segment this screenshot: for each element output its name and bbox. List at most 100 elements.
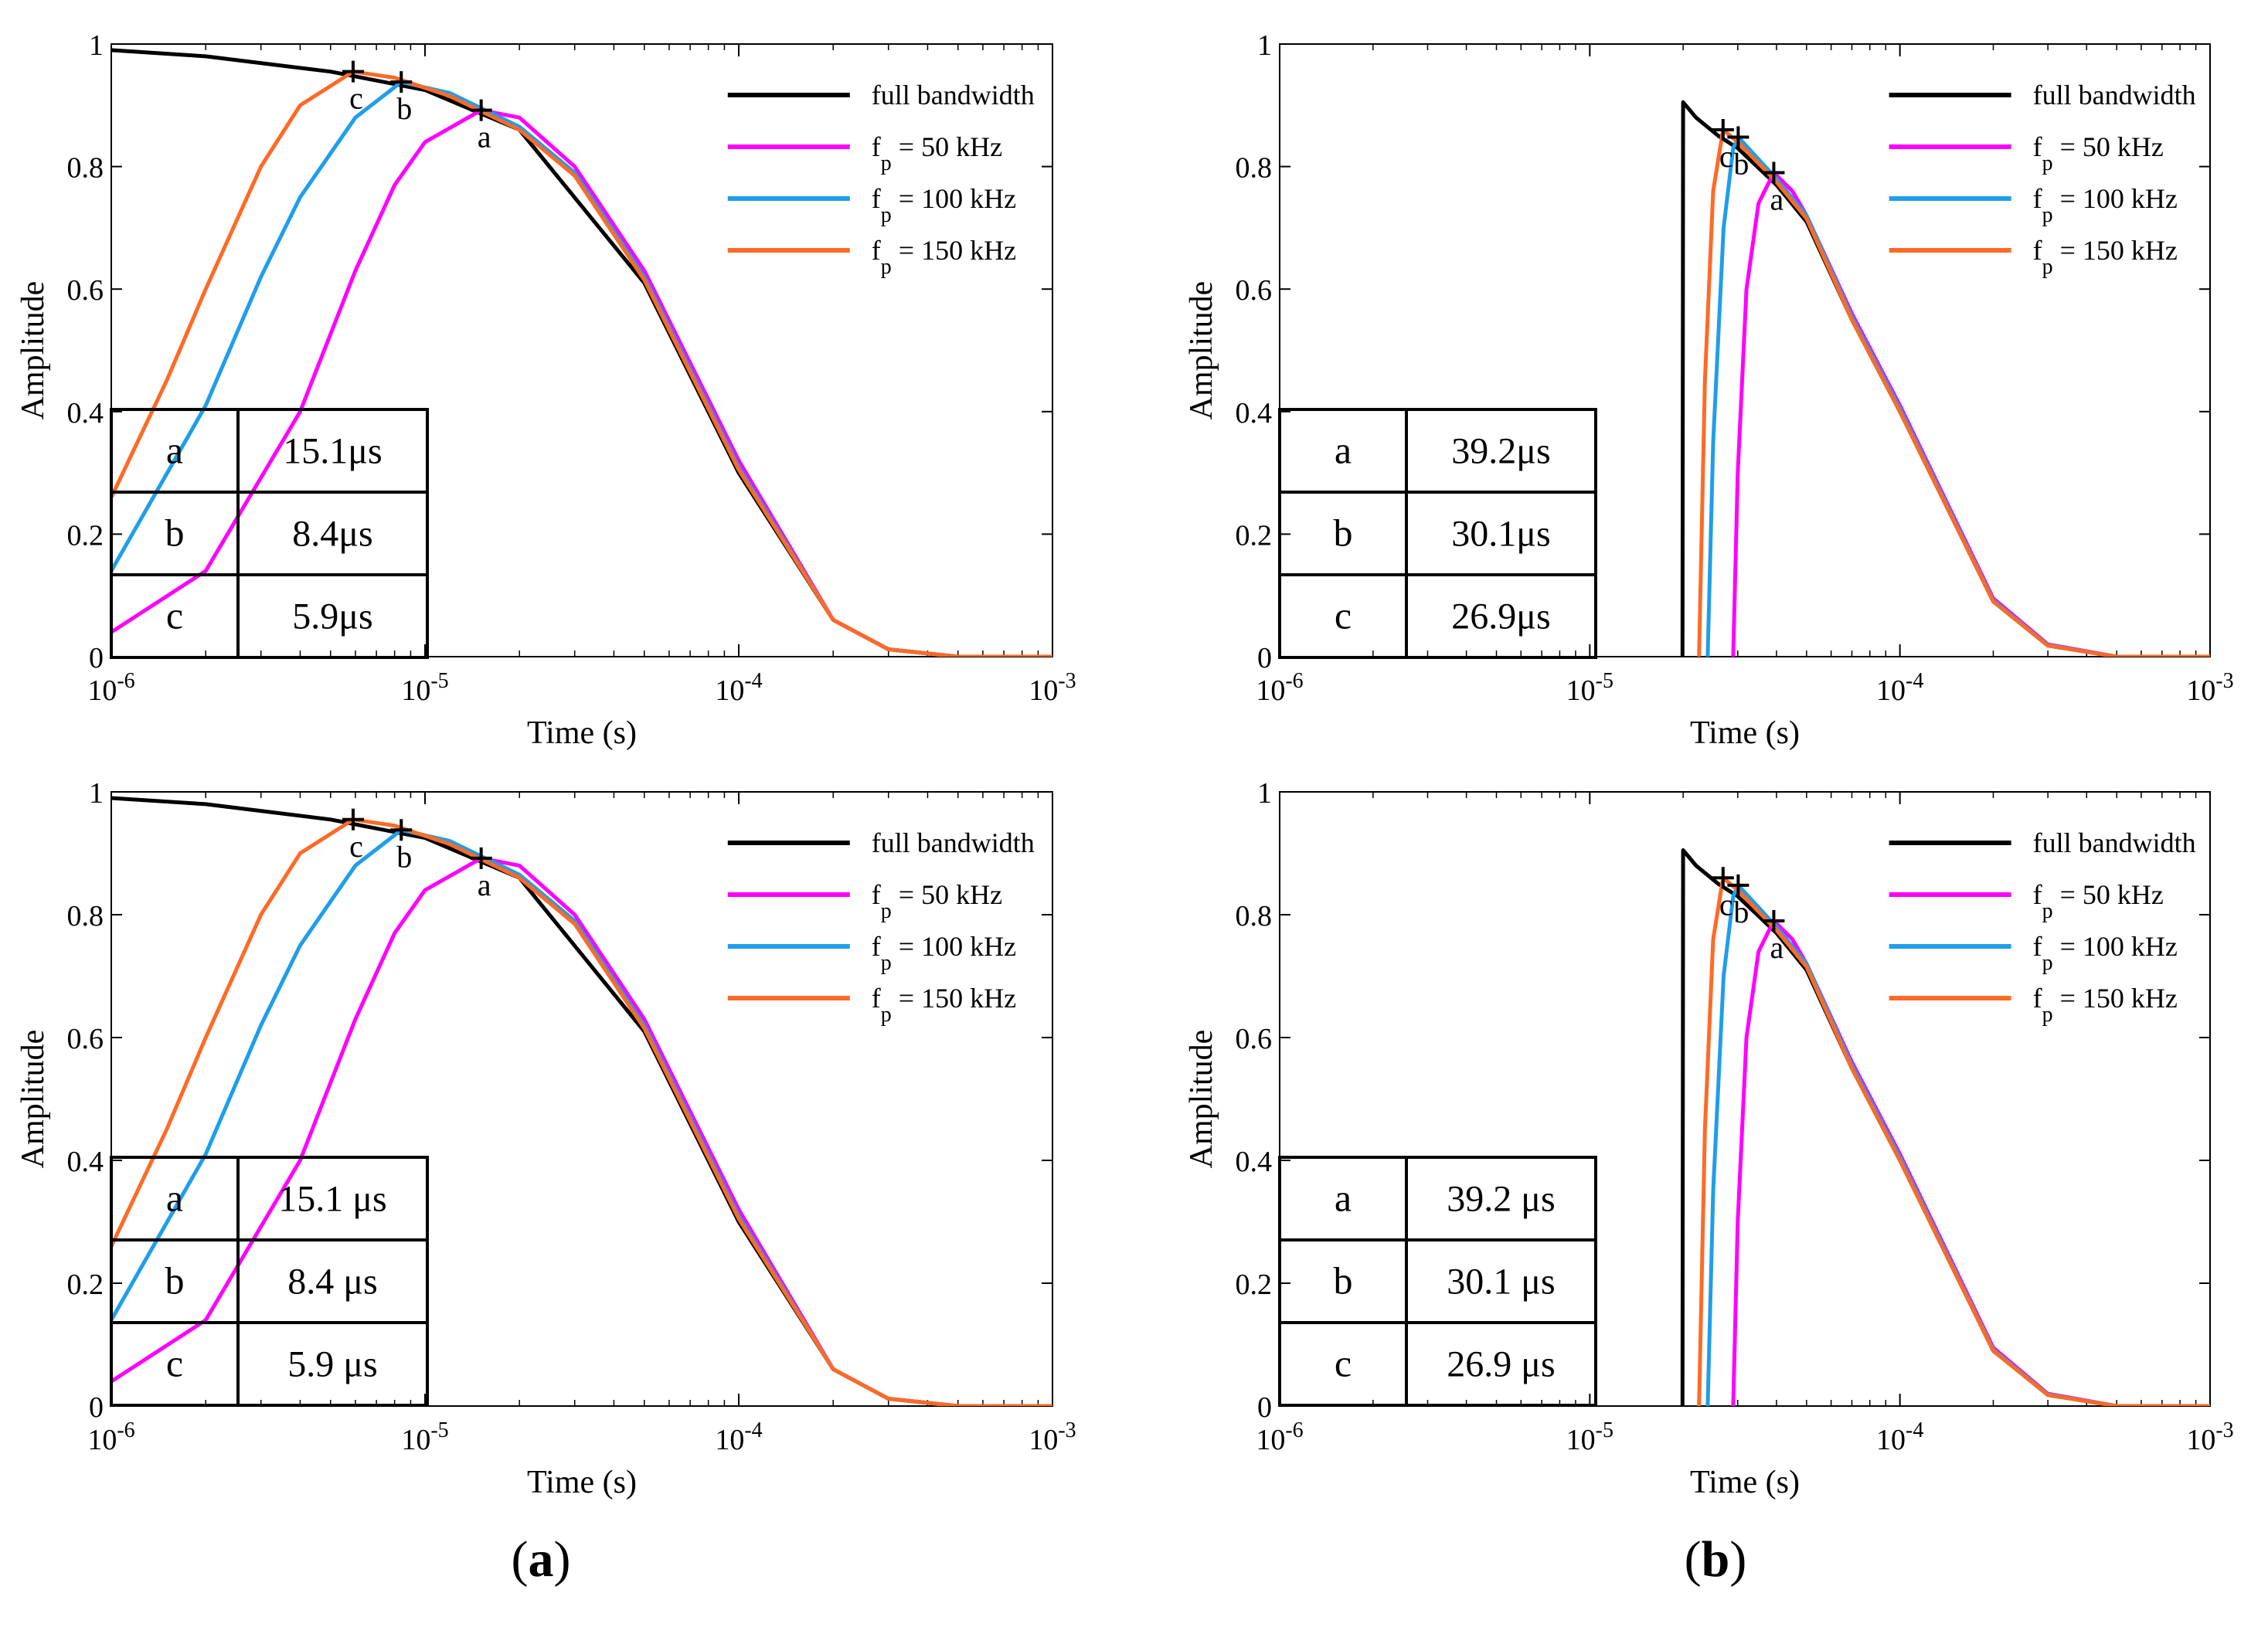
x-tick-label: 10-6 xyxy=(87,1418,134,1456)
peak-marker-label: c xyxy=(1719,887,1733,922)
x-tick-exponent: -3 xyxy=(1058,1418,1076,1442)
table-value-cell: 30.1 μs xyxy=(1447,1262,1555,1303)
peak-marker-b xyxy=(390,819,413,841)
table-value-cell: 5.9 μs xyxy=(287,1344,377,1385)
x-axis-label: Time (s) xyxy=(527,1465,637,1500)
table-value-cell: 8.4μs xyxy=(292,514,372,555)
x-tick-label: 10-6 xyxy=(1256,669,1303,707)
peak-marker-a xyxy=(470,847,492,869)
rise-time-table: a 39.2μs b 30.1μs c 26.9μs xyxy=(1278,408,1597,659)
legend-label-base: f xyxy=(872,879,881,910)
x-tick-mantissa: 10 xyxy=(1876,674,1906,707)
y-tick-label: 0 xyxy=(89,642,104,674)
y-tick-label: 0.4 xyxy=(1236,1146,1273,1178)
peak-marker-label: c xyxy=(349,829,363,864)
y-axis-label: Amplitude xyxy=(1184,1030,1219,1169)
table-key-cell: b xyxy=(1334,511,1353,555)
legend-label: fp = 150 kHz xyxy=(2033,983,2178,1027)
y-tick-label: 1 xyxy=(1257,29,1272,62)
y-tick-label: 0.2 xyxy=(1236,1269,1273,1301)
legend-label: full bandwidth xyxy=(2033,827,2196,858)
legend-label: full bandwidth xyxy=(872,80,1035,110)
x-tick-exponent: -5 xyxy=(430,1418,448,1442)
table-value-cell: 30.1μs xyxy=(1451,514,1550,555)
y-tick-label: 0.4 xyxy=(67,1146,104,1178)
y-tick-label: 0.8 xyxy=(1236,900,1273,932)
peak-marker-label: c xyxy=(349,81,363,116)
table-value-cell: 5.9μs xyxy=(292,596,372,637)
peak-marker-label: a xyxy=(1770,930,1784,965)
y-tick-label: 0.6 xyxy=(67,274,104,307)
series-line-fp-100khz xyxy=(111,827,1052,1406)
x-tick-label: 10-4 xyxy=(715,1418,762,1456)
x-tick-label: 10-3 xyxy=(2186,669,2233,707)
x-tick-exponent: -4 xyxy=(744,669,762,693)
x-axis-label: Time (s) xyxy=(1690,1465,1800,1500)
series-group xyxy=(1680,848,2210,1406)
table-frame xyxy=(110,408,429,659)
x-tick-label: 10-6 xyxy=(87,669,134,707)
y-tick-label: 0.8 xyxy=(1236,152,1273,185)
x-tick-mantissa: 10 xyxy=(1256,674,1285,707)
panel-label-a-text: (a) xyxy=(512,1531,571,1588)
legend-label-rest: = 100 kHz xyxy=(2053,183,2178,214)
peak-marker-label: a xyxy=(478,120,491,155)
y-axis-label: Amplitude xyxy=(1184,281,1219,420)
peak-marker-label: b xyxy=(1733,147,1749,182)
legend-label-rest: = 150 kHz xyxy=(892,235,1016,266)
x-tick-mantissa: 10 xyxy=(1566,674,1596,707)
legend-label-base: f xyxy=(2033,983,2042,1014)
x-tick-exponent: -3 xyxy=(2215,1418,2233,1442)
x-tick-mantissa: 10 xyxy=(2186,1424,2215,1456)
legend-label: fp = 100 kHz xyxy=(872,183,1016,227)
table-value-cell: 15.1 μs xyxy=(278,1179,386,1220)
table-value-cell: 39.2 μs xyxy=(1447,1179,1555,1220)
peak-marker-a xyxy=(1763,161,1785,184)
legend-label-subscript: p xyxy=(2042,151,2053,175)
x-tick-exponent: -4 xyxy=(1906,1418,1923,1442)
series-line-fp-150khz xyxy=(111,70,1052,657)
legend-label: fp = 100 kHz xyxy=(872,931,1016,975)
y-tick-label: 0.8 xyxy=(67,900,104,932)
table-frame xyxy=(110,1156,429,1407)
series-line-fp-150khz xyxy=(111,817,1052,1406)
legend-label-subscript: p xyxy=(881,951,892,975)
y-tick-label: 1 xyxy=(89,777,104,810)
x-tick-label: 10-3 xyxy=(2186,1418,2233,1456)
table-key-cell: b xyxy=(165,511,185,555)
y-axis-label: Amplitude xyxy=(15,1030,51,1169)
table-frame xyxy=(1278,1156,1597,1407)
legend-label-base: f xyxy=(872,931,881,962)
legend-label-base: f xyxy=(872,131,881,162)
peak-marker-a xyxy=(470,99,492,121)
x-tick-label: 10-4 xyxy=(715,669,762,707)
x-axis-label: Time (s) xyxy=(527,715,637,751)
plot-frame xyxy=(111,791,1053,1407)
x-tick-exponent: -3 xyxy=(1058,669,1076,693)
table-value-cell: 26.9μs xyxy=(1451,596,1550,637)
x-tick-label: 10-6 xyxy=(1256,1418,1303,1456)
legend-label-rest: = 100 kHz xyxy=(892,183,1016,214)
legend-label-rest: = 100 kHz xyxy=(892,931,1016,962)
series-group xyxy=(111,48,1052,657)
table-key-cell: c xyxy=(166,1342,183,1385)
table-key-cell: b xyxy=(1334,1259,1353,1303)
legend-label-rest: = 150 kHz xyxy=(892,983,1016,1014)
x-tick-mantissa: 10 xyxy=(715,1424,744,1456)
x-tick-mantissa: 10 xyxy=(401,674,430,707)
x-tick-exponent: -6 xyxy=(117,1418,134,1442)
x-tick-exponent: -6 xyxy=(1285,669,1303,693)
legend-label-base: f xyxy=(872,183,881,214)
panel-label-b-text: (b) xyxy=(1685,1531,1747,1588)
peak-marker-label: a xyxy=(1770,182,1784,217)
y-tick-label: 0.6 xyxy=(1236,1023,1273,1055)
y-tick-label: 0.2 xyxy=(67,519,104,552)
y-tick-label: 0.2 xyxy=(67,1269,104,1301)
legend-label: full bandwidth xyxy=(872,827,1035,858)
legend-label-rest: = 100 kHz xyxy=(2053,931,2178,962)
x-tick-mantissa: 10 xyxy=(1029,674,1058,707)
